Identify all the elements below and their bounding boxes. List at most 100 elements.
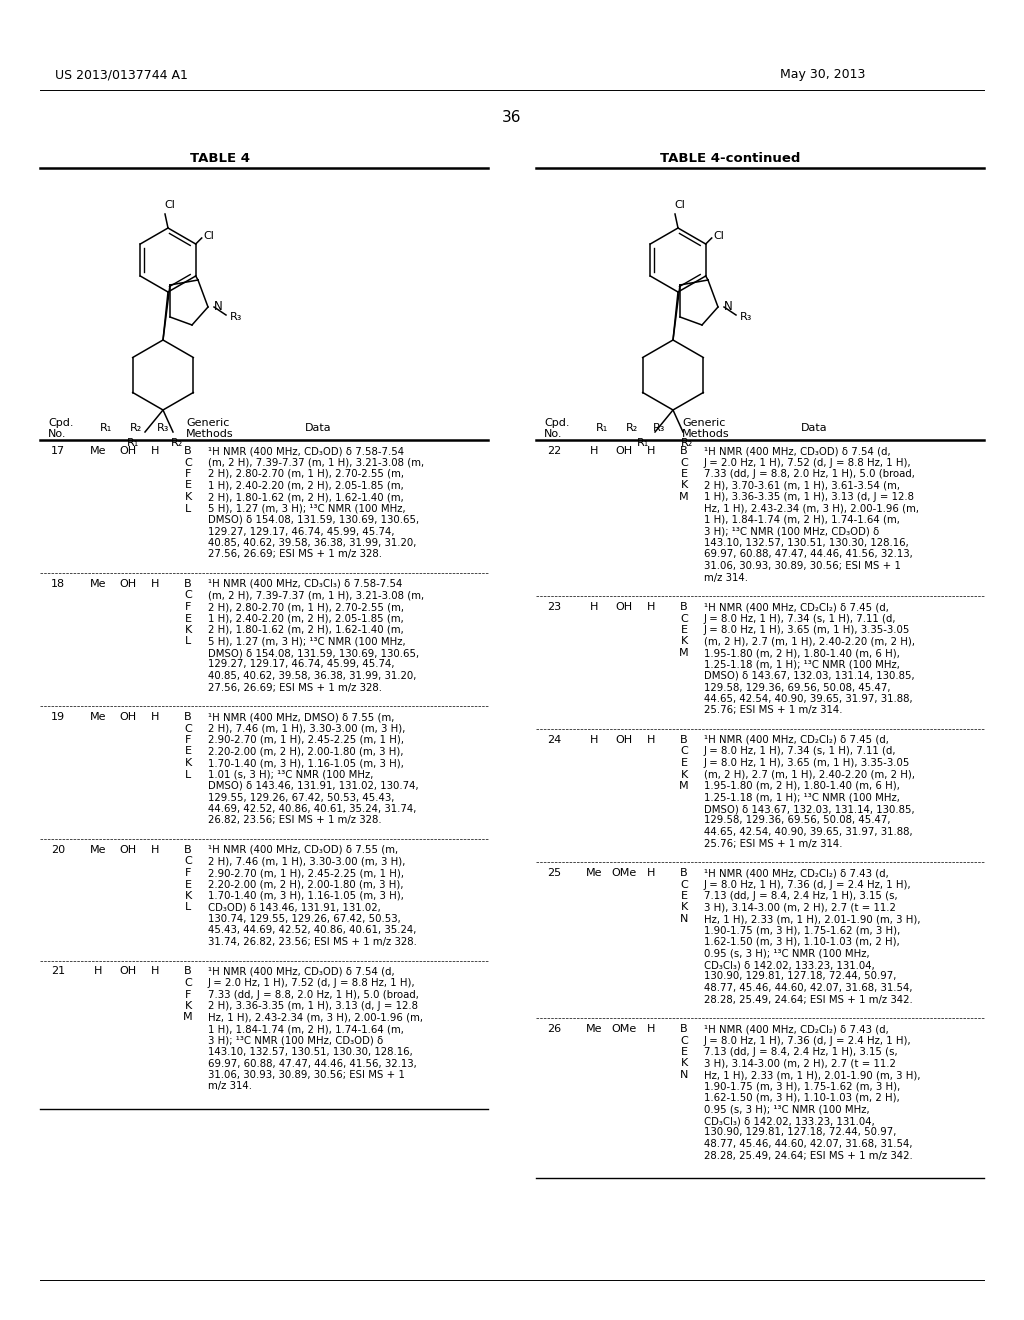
Text: E: E [681,1047,687,1057]
Text: 31.06, 30.93, 30.89, 30.56; ESI MS + 1: 31.06, 30.93, 30.89, 30.56; ESI MS + 1 [208,1071,404,1080]
Text: 129.58, 129.36, 69.56, 50.08, 45.47,: 129.58, 129.36, 69.56, 50.08, 45.47, [705,816,891,825]
Text: H: H [151,446,159,455]
Text: 7.13 (dd, J = 8.4, 2.4 Hz, 1 H), 3.15 (s,: 7.13 (dd, J = 8.4, 2.4 Hz, 1 H), 3.15 (s… [705,1047,898,1057]
Text: F: F [184,469,191,479]
Text: C: C [184,978,191,987]
Text: 2.20-2.00 (m, 2 H), 2.00-1.80 (m, 3 H),: 2.20-2.00 (m, 2 H), 2.00-1.80 (m, 3 H), [208,879,403,890]
Text: 18: 18 [51,579,66,589]
Text: ¹H NMR (400 MHz, CD₂Cl₂) δ 7.43 (d,: ¹H NMR (400 MHz, CD₂Cl₂) δ 7.43 (d, [705,869,889,878]
Text: OH: OH [615,735,633,744]
Text: 23: 23 [547,602,561,612]
Text: 1.25-1.18 (m, 1 H); ¹³C NMR (100 MHz,: 1.25-1.18 (m, 1 H); ¹³C NMR (100 MHz, [705,792,900,803]
Text: DMSO) δ 143.46, 131.91, 131.02, 130.74,: DMSO) δ 143.46, 131.91, 131.02, 130.74, [208,781,419,791]
Text: 1 H), 1.84-1.74 (m, 2 H), 1.74-1.64 (m,: 1 H), 1.84-1.74 (m, 2 H), 1.74-1.64 (m, [208,1024,403,1034]
Text: OH: OH [120,579,136,589]
Text: H: H [590,735,598,744]
Text: m/z 314.: m/z 314. [705,573,748,582]
Text: 1 H), 3.36-3.35 (m, 1 H), 3.13 (d, J = 12.8: 1 H), 3.36-3.35 (m, 1 H), 3.13 (d, J = 1… [705,492,914,502]
Text: 3 H), 3.14-3.00 (m, 2 H), 2.7 (t = 11.2: 3 H), 3.14-3.00 (m, 2 H), 2.7 (t = 11.2 [705,1059,896,1068]
Text: J = 8.0 Hz, 1 H), 7.34 (s, 1 H), 7.11 (d,: J = 8.0 Hz, 1 H), 7.34 (s, 1 H), 7.11 (d… [705,747,896,756]
Text: m/z 314.: m/z 314. [208,1081,252,1092]
Text: US 2013/0137744 A1: US 2013/0137744 A1 [55,69,187,81]
Text: K: K [184,492,191,502]
Text: K: K [680,480,688,491]
Text: B: B [680,735,688,744]
Text: 20: 20 [51,845,66,855]
Text: 40.85, 40.62, 39.58, 36.38, 31.99, 31.20,: 40.85, 40.62, 39.58, 36.38, 31.99, 31.20… [208,671,417,681]
Text: 129.27, 129.17, 46.74, 45.99, 45.74,: 129.27, 129.17, 46.74, 45.99, 45.74, [208,660,394,669]
Text: 36: 36 [502,110,522,125]
Text: No.: No. [544,429,562,440]
Text: 17: 17 [51,446,66,455]
Text: H: H [647,869,655,878]
Text: F: F [184,869,191,878]
Text: CD₃Cl₃) δ 142.02, 133.23, 131.04,: CD₃Cl₃) δ 142.02, 133.23, 131.04, [705,1115,874,1126]
Text: H: H [647,1024,655,1034]
Text: E: E [184,480,191,491]
Text: C: C [680,614,688,623]
Text: H: H [590,602,598,612]
Text: Cl: Cl [674,201,685,210]
Text: M: M [679,648,689,657]
Text: F: F [184,990,191,999]
Text: 25.76; ESI MS + 1 m/z 314.: 25.76; ESI MS + 1 m/z 314. [705,705,843,715]
Text: C: C [184,723,191,734]
Text: H: H [151,579,159,589]
Text: 2 H), 7.46 (m, 1 H), 3.30-3.00 (m, 3 H),: 2 H), 7.46 (m, 1 H), 3.30-3.00 (m, 3 H), [208,857,406,866]
Text: 48.77, 45.46, 44.60, 42.07, 31.68, 31.54,: 48.77, 45.46, 44.60, 42.07, 31.68, 31.54… [705,983,912,993]
Text: C: C [184,458,191,467]
Text: 2 H), 3.36-3.35 (m, 1 H), 3.13 (d, J = 12.8: 2 H), 3.36-3.35 (m, 1 H), 3.13 (d, J = 1… [208,1001,418,1011]
Text: 2 H), 2.80-2.70 (m, 1 H), 2.70-2.55 (m,: 2 H), 2.80-2.70 (m, 1 H), 2.70-2.55 (m, [208,602,404,612]
Text: 2.90-2.70 (m, 1 H), 2.45-2.25 (m, 1 H),: 2.90-2.70 (m, 1 H), 2.45-2.25 (m, 1 H), [208,735,404,744]
Text: R₂: R₂ [171,438,183,447]
Text: 1 H), 2.40-2.20 (m, 2 H), 2.05-1.85 (m,: 1 H), 2.40-2.20 (m, 2 H), 2.05-1.85 (m, [208,480,403,491]
Text: DMSO) δ 143.67, 132.03, 131.14, 130.85,: DMSO) δ 143.67, 132.03, 131.14, 130.85, [705,804,914,814]
Text: B: B [680,602,688,612]
Text: ¹H NMR (400 MHz, CD₃OD) δ 7.55 (m,: ¹H NMR (400 MHz, CD₃OD) δ 7.55 (m, [208,845,398,855]
Text: 28.28, 25.49, 24.64; ESI MS + 1 m/z 342.: 28.28, 25.49, 24.64; ESI MS + 1 m/z 342. [705,994,912,1005]
Text: E: E [184,747,191,756]
Text: 1.95-1.80 (m, 2 H), 1.80-1.40 (m, 6 H),: 1.95-1.80 (m, 2 H), 1.80-1.40 (m, 6 H), [705,648,900,657]
Text: 40.85, 40.62, 39.58, 36.38, 31.99, 31.20,: 40.85, 40.62, 39.58, 36.38, 31.99, 31.20… [208,539,417,548]
Text: 7.33 (dd, J = 8.8, 2.0 Hz, 1 H), 5.0 (broad,: 7.33 (dd, J = 8.8, 2.0 Hz, 1 H), 5.0 (br… [705,469,914,479]
Text: C: C [680,1035,688,1045]
Text: H: H [647,602,655,612]
Text: 44.65, 42.54, 40.90, 39.65, 31.97, 31.88,: 44.65, 42.54, 40.90, 39.65, 31.97, 31.88… [705,828,912,837]
Text: 28.28, 25.49, 24.64; ESI MS + 1 m/z 342.: 28.28, 25.49, 24.64; ESI MS + 1 m/z 342. [705,1151,912,1160]
Text: J = 2.0 Hz, 1 H), 7.52 (d, J = 8.8 Hz, 1 H),: J = 2.0 Hz, 1 H), 7.52 (d, J = 8.8 Hz, 1… [705,458,911,467]
Text: 143.10, 132.57, 130.51, 130.30, 128.16,: 143.10, 132.57, 130.51, 130.30, 128.16, [705,539,908,548]
Text: K: K [184,758,191,768]
Text: OH: OH [615,446,633,455]
Text: R₂: R₂ [130,422,142,433]
Text: 2 H), 1.80-1.62 (m, 2 H), 1.62-1.40 (m,: 2 H), 1.80-1.62 (m, 2 H), 1.62-1.40 (m, [208,492,403,502]
Text: Generic: Generic [682,418,725,428]
Text: 69.97, 60.88, 47.47, 44.46, 41.56, 32.13,: 69.97, 60.88, 47.47, 44.46, 41.56, 32.13… [208,1059,417,1068]
Text: Methods: Methods [682,429,730,440]
Text: R₁: R₁ [637,438,649,447]
Text: C: C [680,879,688,890]
Text: 1 H), 1.84-1.74 (m, 2 H), 1.74-1.64 (m,: 1 H), 1.84-1.74 (m, 2 H), 1.74-1.64 (m, [705,515,900,525]
Text: H: H [151,966,159,977]
Text: 1.62-1.50 (m, 3 H), 1.10-1.03 (m, 2 H),: 1.62-1.50 (m, 3 H), 1.10-1.03 (m, 2 H), [705,1093,900,1104]
Text: 1.95-1.80 (m, 2 H), 1.80-1.40 (m, 6 H),: 1.95-1.80 (m, 2 H), 1.80-1.40 (m, 6 H), [705,781,900,791]
Text: OH: OH [120,845,136,855]
Text: 19: 19 [51,711,66,722]
Text: Methods: Methods [186,429,233,440]
Text: J = 8.0 Hz, 1 H), 7.36 (d, J = 2.4 Hz, 1 H),: J = 8.0 Hz, 1 H), 7.36 (d, J = 2.4 Hz, 1… [705,1035,911,1045]
Text: Me: Me [586,869,602,878]
Text: Generic: Generic [186,418,229,428]
Text: H: H [647,735,655,744]
Text: 2 H), 7.46 (m, 1 H), 3.30-3.00 (m, 3 H),: 2 H), 7.46 (m, 1 H), 3.30-3.00 (m, 3 H), [208,723,406,734]
Text: 31.74, 26.82, 23.56; ESI MS + 1 m/z 328.: 31.74, 26.82, 23.56; ESI MS + 1 m/z 328. [208,937,417,946]
Text: B: B [680,1024,688,1034]
Text: R₂: R₂ [681,438,693,447]
Text: 1 H), 2.40-2.20 (m, 2 H), 2.05-1.85 (m,: 1 H), 2.40-2.20 (m, 2 H), 2.05-1.85 (m, [208,614,403,623]
Text: 26: 26 [547,1024,561,1034]
Text: ¹H NMR (400 MHz, CD₃Cl₃) δ 7.58-7.54: ¹H NMR (400 MHz, CD₃Cl₃) δ 7.58-7.54 [208,579,402,589]
Text: May 30, 2013: May 30, 2013 [780,69,865,81]
Text: No.: No. [48,429,67,440]
Text: 25: 25 [547,869,561,878]
Text: J = 8.0 Hz, 1 H), 7.34 (s, 1 H), 7.11 (d,: J = 8.0 Hz, 1 H), 7.34 (s, 1 H), 7.11 (d… [705,614,896,623]
Text: 1.62-1.50 (m, 3 H), 1.10-1.03 (m, 2 H),: 1.62-1.50 (m, 3 H), 1.10-1.03 (m, 2 H), [705,937,900,946]
Text: 44.69, 42.52, 40.86, 40.61, 35.24, 31.74,: 44.69, 42.52, 40.86, 40.61, 35.24, 31.74… [208,804,417,814]
